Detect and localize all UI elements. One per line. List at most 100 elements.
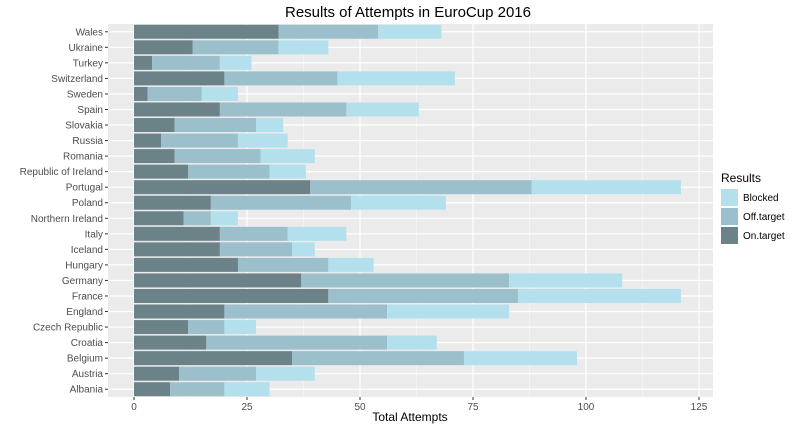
bar-sweden-blocked <box>201 86 238 101</box>
bar-portugal-off-target <box>310 180 532 195</box>
bar-portugal-on-target <box>134 180 311 195</box>
bar-republic-of-ireland-on-target <box>134 164 189 179</box>
bar-austria-on-target <box>134 366 180 381</box>
bar-hungary-off-target <box>237 257 329 272</box>
bar-hungary-blocked <box>328 257 374 272</box>
y-tick-label: Ukraine <box>69 43 104 54</box>
bar-wales-off-target <box>278 24 379 39</box>
bar-switzerland-on-target <box>134 71 225 86</box>
legend-title: Results <box>721 171 761 185</box>
plot-panel <box>108 24 713 397</box>
bar-italy-blocked <box>287 226 347 241</box>
bar-slovakia-blocked <box>256 118 284 133</box>
bar-republic-of-ireland-off-target <box>188 164 270 179</box>
bar-albania-on-target <box>134 382 171 397</box>
bar-germany-off-target <box>301 273 510 288</box>
legend-label-blocked: Blocked <box>743 193 779 204</box>
x-axis-title: Total Attempts <box>372 410 447 424</box>
legend-key-on-target <box>721 227 738 244</box>
bar-ukraine-off-target <box>192 40 279 55</box>
bar-sweden-on-target <box>134 86 148 101</box>
bar-england-off-target <box>224 304 388 319</box>
bar-croatia-on-target <box>134 335 207 350</box>
bar-turkey-off-target <box>152 55 220 70</box>
y-tick-label: Wales <box>76 27 103 38</box>
x-tick-label: 75 <box>467 402 479 413</box>
bar-iceland-on-target <box>134 242 220 257</box>
bar-sweden-off-target <box>147 86 202 101</box>
y-tick-label: Spain <box>77 105 103 116</box>
y-tick-label: Turkey <box>73 58 103 69</box>
chart-title: Results of Attempts in EuroCup 2016 <box>285 4 531 21</box>
legend-items: Blocked Off.target On.target <box>721 189 785 244</box>
legend-key-off-target <box>721 208 738 225</box>
y-tick-label: Poland <box>72 198 103 209</box>
bar-czech-republic-off-target <box>188 320 225 335</box>
y-tick-label: Czech Republic <box>33 323 103 334</box>
bar-spain-on-target <box>134 102 220 117</box>
y-tick-label: Austria <box>72 369 104 380</box>
bar-switzerland-off-target <box>224 71 338 86</box>
y-tick-label: Sweden <box>67 89 103 100</box>
y-tick-label: Northern Ireland <box>31 214 103 225</box>
x-tick-label: 25 <box>241 402 253 413</box>
x-axis-ticks: 0 25 50 75 100 125 <box>131 397 708 413</box>
bar-austria-blocked <box>256 366 315 381</box>
bar-england-on-target <box>134 304 225 319</box>
x-tick-label: 50 <box>354 402 366 413</box>
bar-turkey-blocked <box>219 55 252 70</box>
bar-iceland-blocked <box>292 242 315 257</box>
bar-russia-on-target <box>134 133 162 148</box>
bar-ukraine-blocked <box>278 40 329 55</box>
bar-slovakia-on-target <box>134 118 175 133</box>
bars <box>134 24 681 397</box>
bar-romania-on-target <box>134 149 175 164</box>
grid-minor <box>190 24 643 397</box>
x-tick-label: 125 <box>691 402 708 413</box>
bar-turkey-on-target <box>134 55 153 70</box>
bar-spain-blocked <box>346 102 419 117</box>
bar-slovakia-off-target <box>174 118 257 133</box>
bar-france-blocked <box>518 288 681 303</box>
bar-spain-off-target <box>219 102 347 117</box>
bar-czech-republic-blocked <box>224 320 257 335</box>
y-tick-label: Portugal <box>66 183 103 194</box>
y-tick-label: Croatia <box>71 338 104 349</box>
bar-republic-of-ireland-blocked <box>269 164 306 179</box>
y-tick-label: Iceland <box>71 245 103 256</box>
y-tick-label: Slovakia <box>65 121 103 132</box>
bar-italy-on-target <box>134 226 220 241</box>
bar-belgium-off-target <box>292 351 464 366</box>
bar-hungary-on-target <box>134 257 238 272</box>
x-tick-label: 0 <box>131 402 137 413</box>
bar-austria-off-target <box>179 366 257 381</box>
bar-england-blocked <box>387 304 510 319</box>
bar-belgium-on-target <box>134 351 293 366</box>
y-tick-label: Russia <box>72 136 103 147</box>
y-tick-label: Germany <box>62 276 103 287</box>
y-axis-ticks: Wales Ukraine Turkey Switzerland Sweden Spain… <box>20 27 108 396</box>
y-tick-label: Italy <box>85 229 103 240</box>
bar-albania-blocked <box>224 382 270 397</box>
bar-romania-blocked <box>260 149 315 164</box>
bar-croatia-blocked <box>387 335 437 350</box>
y-tick-label: England <box>66 307 103 318</box>
bar-northern-ireland-blocked <box>210 211 238 226</box>
bar-romania-off-target <box>174 149 261 164</box>
legend-label-off-target: Off.target <box>743 212 785 223</box>
bar-northern-ireland-on-target <box>134 211 184 226</box>
bar-poland-blocked <box>350 195 446 210</box>
y-tick-label: Switzerland <box>51 74 103 85</box>
bar-switzerland-blocked <box>337 71 455 86</box>
bar-wales-blocked <box>378 24 442 39</box>
bar-poland-on-target <box>134 195 211 210</box>
bar-france-on-target <box>134 288 329 303</box>
bar-wales-on-target <box>134 24 279 39</box>
bar-iceland-off-target <box>219 242 293 257</box>
bar-italy-off-target <box>219 226 288 241</box>
bar-poland-off-target <box>210 195 351 210</box>
y-tick-label: Romania <box>63 152 103 163</box>
y-tick-label: Hungary <box>65 260 103 271</box>
y-tick-label: France <box>72 291 104 302</box>
